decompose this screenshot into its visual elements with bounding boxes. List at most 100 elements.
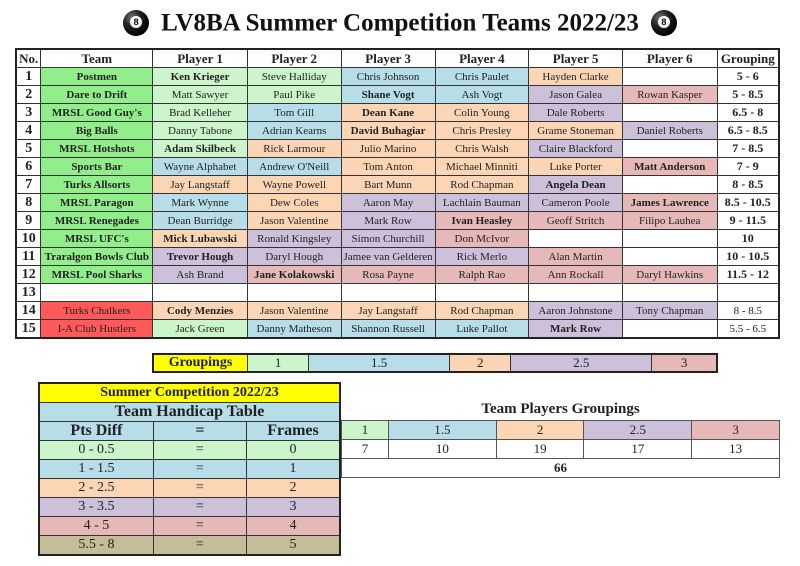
handicap-frames: 0	[245, 440, 341, 460]
player-cell: James Lawrence	[621, 193, 718, 212]
player-cell: Ivan Heasley	[434, 211, 530, 230]
player-cell: Wayne Alphabet	[152, 157, 248, 176]
row-number: 9	[15, 211, 42, 230]
team-name: MRSL Paragon	[40, 193, 154, 212]
table-row: 3 MRSL Good Guy's Brad Kelleher Tom Gill Dea…	[15, 103, 780, 122]
player-cell	[528, 283, 623, 302]
row-number: 3	[15, 103, 42, 122]
row-number: 15	[15, 319, 42, 339]
player-cell: Rowan Kasper	[621, 85, 718, 104]
grouping-range: 7 - 9	[716, 157, 780, 176]
handicap-row: 4 - 5 = 4	[38, 516, 341, 536]
player-cell	[246, 283, 342, 302]
grouping-range: 8 - 8.5	[716, 175, 780, 194]
handicap-frames: 5	[245, 535, 341, 556]
grouping-range: 5 - 8.5	[716, 85, 780, 104]
player-cell: Alan Martin	[528, 247, 623, 266]
handicap-frames: 3	[245, 497, 341, 517]
player-cell: Jane Kolakowski	[246, 265, 342, 284]
player-cell: Jack Green	[152, 319, 248, 339]
column-header: Player 3	[340, 48, 436, 68]
player-cell: Dean Kane	[340, 103, 436, 122]
player-cell: Jason Valentine	[246, 211, 342, 230]
table-row: 14 Turks Chalkers Cody Menzies Jason Valent…	[15, 301, 780, 320]
player-cell: Ken Krieger	[152, 67, 248, 86]
player-cell: Adrian Kearns	[246, 121, 342, 140]
table-row: 8 MRSL Paragon Mark Wynne Dew Coles Aaron Ma…	[15, 193, 780, 212]
total-count: 66	[341, 458, 780, 478]
column-header: Player 2	[246, 48, 342, 68]
groupings-legend: Groupings 1 1.5 2 2.5 3	[152, 353, 718, 373]
player-cell: Danny Matheson	[246, 319, 342, 339]
player-cell: David Buhagiar	[340, 121, 436, 140]
handicap-row: 1 - 1.5 = 1	[38, 459, 341, 479]
group-header: 2.5	[583, 420, 693, 440]
player-cell: Hayden Clarke	[528, 67, 623, 86]
handicap-frames: 1	[245, 459, 341, 479]
player-cell: Ash Brand	[152, 265, 248, 284]
row-number: 13	[15, 283, 42, 302]
player-cell	[528, 229, 623, 248]
handicap-row: 2 - 2.5 = 2	[38, 478, 341, 498]
grouping-range: 8 - 8.5	[716, 301, 780, 320]
player-cell: Grame Stoneman	[528, 121, 623, 140]
handicap-title: Team Handicap Table	[38, 402, 341, 422]
grouping-range: 9 - 11.5	[716, 211, 780, 230]
handicap-eq: =	[152, 516, 247, 536]
eight-ball-icon	[650, 10, 677, 37]
player-cell: Luke Porter	[528, 157, 623, 176]
handicap-header-frames: Frames	[245, 421, 341, 441]
column-header: No.	[15, 48, 42, 68]
player-cell: Tom Anton	[340, 157, 436, 176]
group-count: 10	[387, 439, 497, 459]
team-name: MRSL UFC's	[40, 229, 154, 248]
player-cell	[152, 283, 248, 302]
grouping-range	[716, 283, 780, 302]
grouping-swatch: 1.5	[308, 353, 451, 373]
player-cell: Geoff Stritch	[528, 211, 623, 230]
player-cell: Daniel Roberts	[621, 121, 718, 140]
grouping-swatch: 1	[246, 353, 310, 373]
grouping-range: 5.5 - 6.5	[716, 319, 780, 339]
team-name: Sports Bar	[40, 157, 154, 176]
group-count: 13	[691, 439, 780, 459]
group-header: 3	[691, 420, 780, 440]
player-cell: Ralph Rao	[434, 265, 530, 284]
player-cell	[621, 103, 718, 122]
row-number: 10	[15, 229, 42, 248]
player-cell: Aaron Johnstone	[528, 301, 623, 320]
groupings-row: Groupings 1 1.5 2 2.5 3	[152, 353, 718, 373]
table-row: 13	[15, 283, 780, 302]
player-cell: Dew Coles	[246, 193, 342, 212]
player-cell: Claire Blackford	[528, 139, 623, 158]
team-name: Turks Allsorts	[40, 175, 154, 194]
handicap-eq: =	[152, 478, 247, 498]
team-name: Traralgon Bowls Club	[40, 247, 154, 266]
player-cell: Rosa Payne	[340, 265, 436, 284]
handicap-table: Summer Competition 2022/23 Team Handicap…	[38, 382, 341, 556]
grouping-swatch: 2.5	[510, 353, 653, 373]
player-cell: Rod Chapman	[434, 175, 530, 194]
row-number: 2	[15, 85, 42, 104]
player-cell: Ronald Kingsley	[246, 229, 342, 248]
player-cell: Daryl Hough	[246, 247, 342, 266]
table-row: 4 Big Balls Danny Tabone Adrian Kearns David…	[15, 121, 780, 140]
table-row: 7 Turks Allsorts Jay Langstaff Wayne Powell…	[15, 175, 780, 194]
player-cell: Julio Marino	[340, 139, 436, 158]
player-cell: Luke Pallot	[434, 319, 530, 339]
handicap-eq: =	[152, 459, 247, 479]
table-row: 6 Sports Bar Wayne Alphabet Andrew O'Neill T…	[15, 157, 780, 176]
player-cell	[434, 283, 530, 302]
player-cell: Brad Kelleher	[152, 103, 248, 122]
eight-ball-icon	[123, 10, 150, 37]
player-cell: Dale Roberts	[528, 103, 623, 122]
team-name: MRSL Pool Sharks	[40, 265, 154, 284]
row-number: 1	[15, 67, 42, 86]
player-cell: Jason Galea	[528, 85, 623, 104]
row-number: 11	[15, 247, 42, 266]
player-cell: Chris Johnson	[340, 67, 436, 86]
table-row: 1 Postmen Ken Krieger Steve Halliday Chris J…	[15, 67, 780, 86]
team-name: MRSL Renegades	[40, 211, 154, 230]
